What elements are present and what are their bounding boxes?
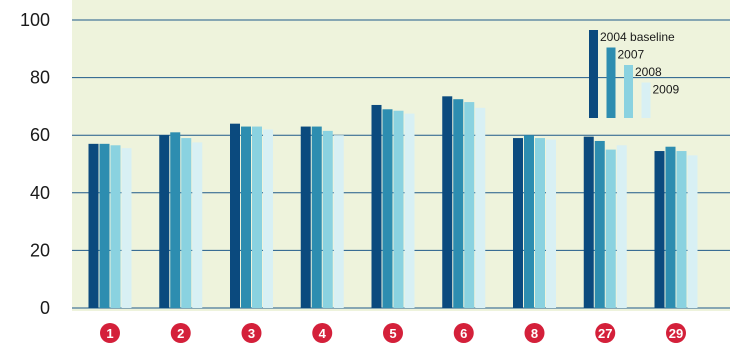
- bar-2009-cat-5: [404, 113, 415, 308]
- bar-2004-baseline-cat-5: [371, 104, 382, 309]
- bar-2009-cat-3: [263, 129, 273, 308]
- x-tick-marker: [100, 323, 120, 343]
- bar-2009-cat-1: [121, 148, 132, 308]
- bar-2004-baseline-cat-29: [654, 151, 665, 308]
- bar-2007-cat-2: [170, 132, 181, 308]
- bar-2007-cat-27: [594, 140, 605, 308]
- bar-2007-cat-5: [382, 109, 393, 308]
- bar-2004-baseline-cat-1: [88, 143, 99, 308]
- bar-2008-cat-4: [322, 130, 333, 308]
- bar-2008-cat-2: [181, 138, 192, 308]
- x-tick-label: 1: [106, 326, 113, 341]
- x-tick-marker: [666, 323, 686, 343]
- x-axis-ticks: 1 2 3 4 5 6 8 27 29: [100, 323, 686, 343]
- bar-2004-baseline-cat-6: [442, 96, 453, 308]
- bar-2009-cat-8: [546, 139, 556, 308]
- legend-label: 2007: [618, 48, 645, 62]
- bar-2008-cat-29: [676, 151, 687, 308]
- x-tick-label: 2: [177, 326, 184, 341]
- bar-2004-baseline-cat-4: [300, 126, 311, 308]
- x-tick-marker: [170, 323, 191, 343]
- legend: 2004 baseline 2007 2008 2009: [589, 30, 680, 118]
- x-tick-label: 3: [248, 326, 255, 341]
- bar-2004-baseline-cat-2: [159, 135, 170, 308]
- y-tick-label: 40: [30, 183, 50, 203]
- bar-2007-cat-4: [311, 126, 322, 308]
- y-tick-label: 80: [30, 68, 50, 88]
- bar-2008-cat-5: [393, 110, 404, 308]
- bar-2008-cat-6: [464, 102, 475, 308]
- bar-2009-cat-29: [687, 155, 698, 308]
- x-tick-label: 29: [669, 326, 683, 341]
- legend-swatch: [606, 47, 616, 118]
- bar-2009-cat-6: [475, 107, 486, 308]
- legend-swatch: [641, 82, 651, 118]
- y-tick-label: 100: [20, 10, 50, 30]
- x-tick-marker: [453, 323, 474, 343]
- bar-2007-cat-1: [99, 143, 110, 308]
- bar-2008-cat-27: [605, 149, 616, 308]
- bar-2008-cat-1: [110, 145, 121, 308]
- y-axis-ticks: 0 20 40 60 80 100: [20, 10, 50, 318]
- bar-2004-baseline-cat-8: [513, 138, 523, 308]
- legend-swatch: [624, 65, 633, 118]
- bar-2004-baseline-cat-27: [583, 136, 594, 308]
- bar-2008-cat-8: [535, 138, 545, 308]
- bars: [88, 96, 698, 309]
- bar-2009-cat-4: [333, 135, 344, 308]
- bar-2009-cat-2: [192, 142, 203, 308]
- bar-2008-cat-3: [252, 126, 262, 308]
- legend-label: 2004 baseline: [600, 30, 675, 44]
- legend-label: 2008: [635, 65, 662, 79]
- legend-swatch: [589, 30, 598, 118]
- x-tick-marker: [595, 323, 616, 343]
- bar-2007-cat-8: [524, 135, 534, 308]
- bar-2004-baseline-cat-3: [230, 123, 240, 309]
- x-tick-label: 4: [319, 326, 327, 341]
- y-tick-label: 20: [30, 240, 50, 260]
- bar-2007-cat-3: [241, 126, 251, 308]
- x-tick-label: 5: [389, 326, 396, 341]
- x-tick-marker: [524, 323, 545, 343]
- bar-2009-cat-27: [616, 145, 627, 308]
- x-tick-label: 27: [598, 326, 612, 341]
- x-tick-marker: [312, 323, 333, 343]
- x-tick-label: 8: [531, 326, 538, 341]
- x-tick-marker: [241, 323, 262, 343]
- bar-2007-cat-29: [665, 146, 676, 308]
- y-tick-label: 0: [40, 298, 50, 318]
- x-tick-label: 6: [460, 326, 467, 341]
- y-tick-label: 60: [30, 125, 50, 145]
- legend-label: 2009: [653, 83, 680, 97]
- x-tick-marker: [383, 323, 403, 343]
- bar-2007-cat-6: [453, 99, 464, 308]
